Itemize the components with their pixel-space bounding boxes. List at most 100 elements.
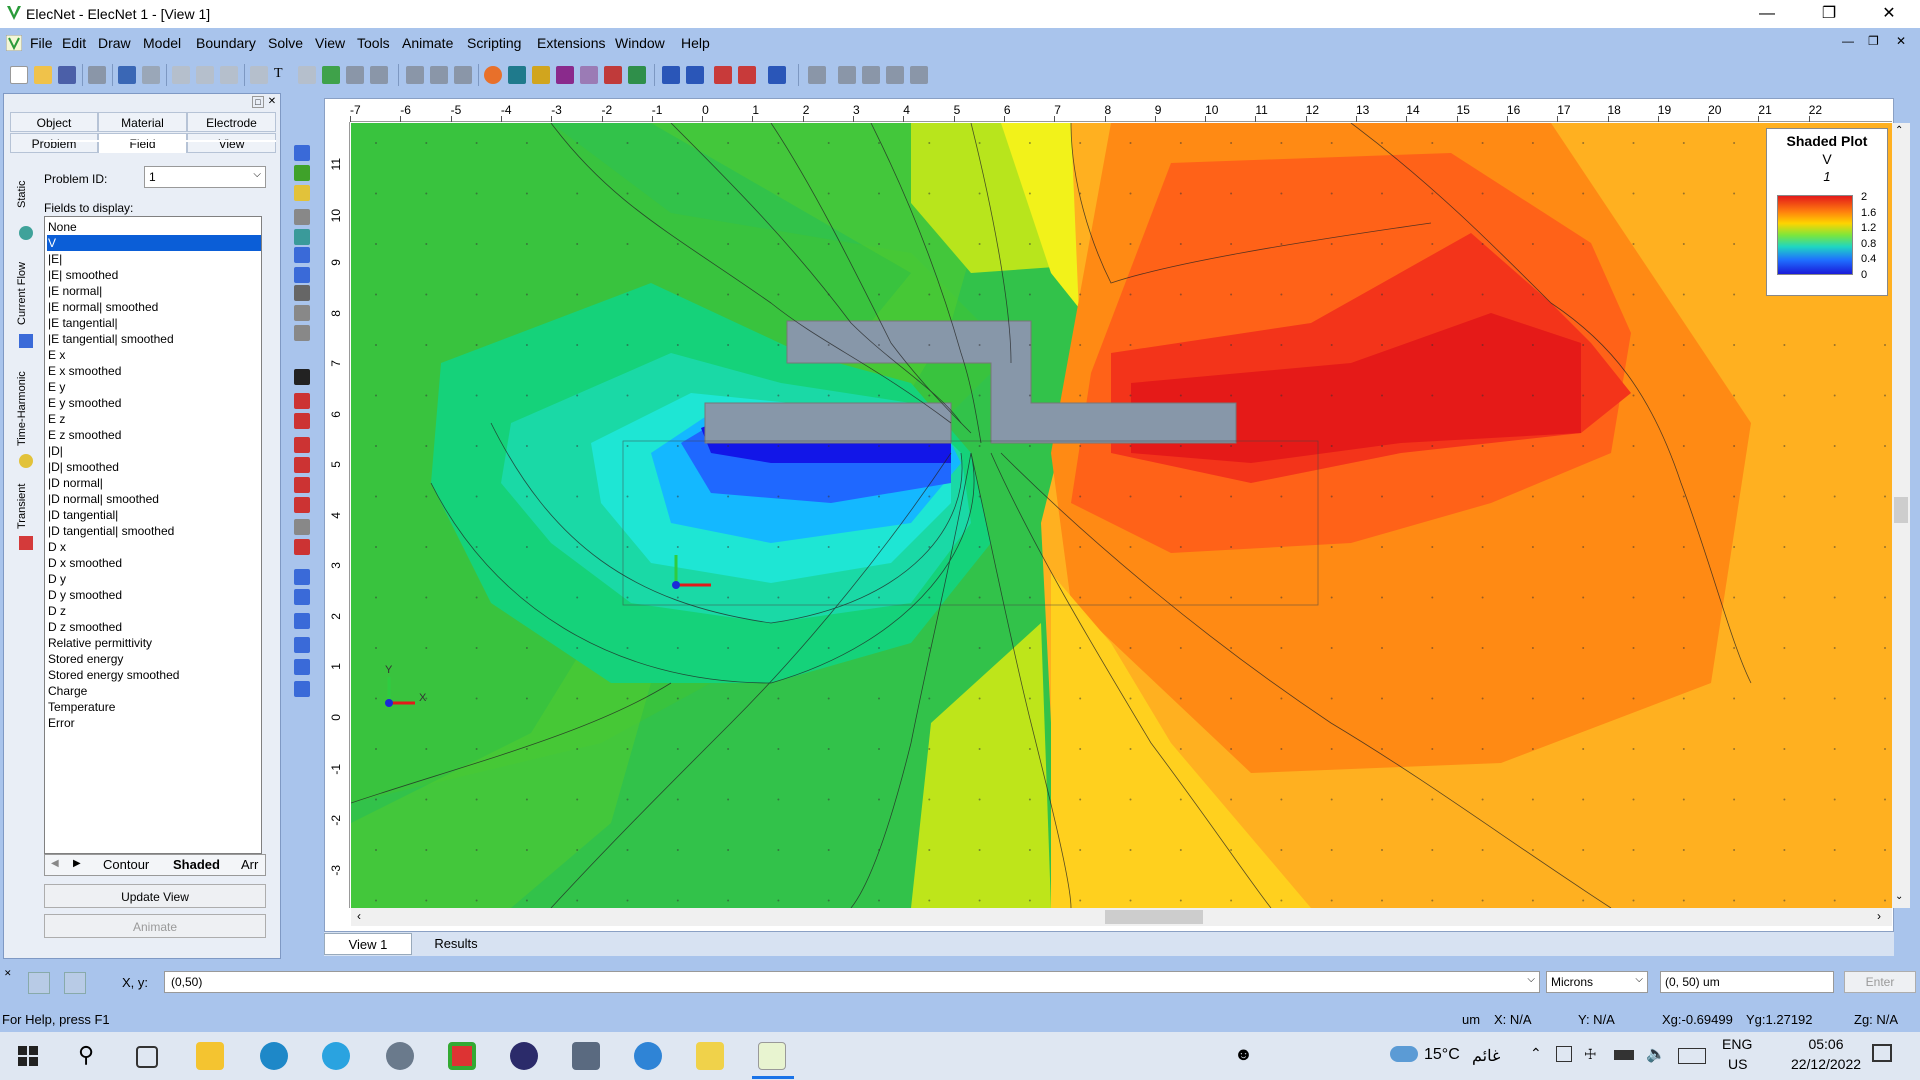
- view-tool-icon[interactable]: [294, 497, 310, 513]
- tab-view[interactable]: View: [187, 133, 276, 153]
- update-view-button[interactable]: Update View: [44, 884, 266, 908]
- solve-icon[interactable]: [808, 66, 826, 84]
- line-tool-icon[interactable]: [172, 66, 190, 84]
- minimize-button[interactable]: —: [1759, 5, 1775, 22]
- shaded-plot-canvas[interactable]: X Y: [351, 123, 1892, 908]
- text-tool-icon[interactable]: T: [274, 66, 283, 81]
- volume-icon[interactable]: 🔈: [1646, 1046, 1666, 1063]
- cmdbar-close-icon[interactable]: ✕: [4, 968, 12, 978]
- tab-transient[interactable]: Transient: [16, 483, 28, 529]
- vertical-scrollbar[interactable]: ⌃ ⌄: [1892, 123, 1910, 908]
- field-option[interactable]: E x smoothed: [48, 364, 122, 378]
- menu-boundary[interactable]: Boundary: [196, 35, 256, 51]
- lang-primary[interactable]: ENG: [1722, 1036, 1753, 1052]
- field-option[interactable]: E z smoothed: [48, 428, 122, 442]
- tab-material[interactable]: Material: [98, 112, 187, 132]
- field-option[interactable]: |D normal|: [48, 476, 103, 490]
- cube-icon[interactable]: [508, 66, 526, 84]
- snap-grid-icon[interactable]: [28, 972, 50, 994]
- field-option[interactable]: Error: [48, 716, 75, 730]
- field-option[interactable]: Temperature: [48, 700, 116, 714]
- boundary-5-icon[interactable]: [768, 66, 786, 84]
- panel-close-icon[interactable]: ✕: [267, 96, 277, 107]
- view-tool-icon[interactable]: [294, 413, 310, 429]
- cone-icon[interactable]: [556, 66, 574, 84]
- edge-icon[interactable]: [260, 1042, 288, 1070]
- tab-current-flow[interactable]: Current Flow: [16, 262, 28, 326]
- circle-tool-icon[interactable]: [220, 66, 238, 84]
- menu-tools[interactable]: Tools: [357, 35, 390, 51]
- view-tool-icon[interactable]: [294, 437, 310, 453]
- view-tool-icon[interactable]: [294, 477, 310, 493]
- solve-5-icon[interactable]: [910, 66, 928, 84]
- field-option[interactable]: Stored energy: [48, 652, 124, 666]
- field-option[interactable]: |E tangential|: [48, 316, 118, 330]
- field-option[interactable]: Relative permittivity: [48, 636, 153, 650]
- menu-draw[interactable]: Draw: [98, 35, 131, 51]
- field-option[interactable]: E y: [48, 380, 66, 394]
- save-icon[interactable]: [58, 66, 76, 84]
- cylinder-icon[interactable]: [532, 66, 550, 84]
- new-file-icon[interactable]: [10, 66, 28, 84]
- view-tool-icon[interactable]: [294, 185, 310, 201]
- snap-point-icon[interactable]: [64, 972, 86, 994]
- sweep-icon[interactable]: [370, 66, 388, 84]
- task-view-icon[interactable]: [136, 1046, 158, 1068]
- maximize-button[interactable]: ❐: [1821, 5, 1837, 22]
- construct-icon[interactable]: [346, 66, 364, 84]
- field-option[interactable]: |E normal| smoothed: [48, 300, 159, 314]
- view-tool-icon[interactable]: [294, 325, 310, 341]
- scroll-left-icon[interactable]: ‹: [357, 909, 361, 923]
- chevron-down-icon[interactable]: ⌵: [1527, 974, 1535, 985]
- boundary-2-icon[interactable]: [686, 66, 704, 84]
- lang-secondary[interactable]: US: [1728, 1056, 1748, 1072]
- torus-icon[interactable]: [580, 66, 598, 84]
- scroll-up-icon[interactable]: ⌃: [1895, 125, 1904, 136]
- field-option[interactable]: D y smoothed: [48, 588, 123, 602]
- field-option[interactable]: V: [47, 235, 261, 251]
- edit-tool-icon[interactable]: [250, 66, 268, 84]
- field-option[interactable]: Charge: [48, 684, 88, 698]
- view-tool-icon[interactable]: [294, 457, 310, 473]
- tab-results[interactable]: Results: [434, 936, 478, 951]
- mdi-minimize-button[interactable]: —: [1842, 34, 1854, 48]
- file-explorer-icon[interactable]: [196, 1042, 224, 1070]
- mdi-restore-button[interactable]: ❐: [1868, 34, 1879, 48]
- menu-file[interactable]: File: [30, 35, 53, 51]
- view-tool-icon[interactable]: [294, 589, 310, 605]
- menu-extensions[interactable]: Extensions: [537, 35, 606, 51]
- tab-electrode[interactable]: Electrode: [187, 112, 276, 132]
- view-tool-icon[interactable]: [294, 229, 310, 245]
- clock-time[interactable]: 05:06: [1808, 1036, 1844, 1052]
- view-tool-icon[interactable]: [294, 637, 310, 653]
- tab-time-harmonic[interactable]: Time-Harmonic: [16, 371, 28, 447]
- clock-date[interactable]: 22/12/2022: [1790, 1056, 1862, 1072]
- field-option[interactable]: |D normal| smoothed: [48, 492, 159, 506]
- app-icon-5[interactable]: [634, 1042, 662, 1070]
- field-option[interactable]: E z: [48, 412, 66, 426]
- scroll-left-icon[interactable]: ◀: [51, 858, 59, 869]
- tab-view-1[interactable]: View 1: [324, 933, 412, 955]
- open-folder-icon[interactable]: [34, 66, 52, 84]
- field-option[interactable]: D x: [48, 540, 66, 554]
- view-tool-icon[interactable]: [294, 145, 310, 161]
- scroll-down-icon[interactable]: ⌄: [1895, 891, 1904, 902]
- boundary-4-icon[interactable]: [738, 66, 756, 84]
- fields-list[interactable]: None V |E| |E| smoothed |E normal| |E normal|…: [44, 216, 262, 854]
- extrude-icon[interactable]: [406, 66, 424, 84]
- mdi-close-button[interactable]: ✕: [1896, 34, 1907, 48]
- mesh-icon[interactable]: [322, 66, 340, 84]
- boundary-3-icon[interactable]: [714, 66, 732, 84]
- menu-animate[interactable]: Animate: [402, 35, 454, 51]
- select-tool-icon[interactable]: [298, 66, 316, 84]
- menu-scripting[interactable]: Scripting: [467, 35, 522, 51]
- field-option[interactable]: |D tangential| smoothed: [48, 524, 175, 538]
- field-option[interactable]: |D| smoothed: [48, 460, 119, 474]
- view-tool-icon[interactable]: [294, 209, 310, 225]
- menu-model[interactable]: Model: [143, 35, 182, 51]
- meet-icon[interactable]: [1556, 1046, 1572, 1062]
- field-option[interactable]: D z smoothed: [48, 620, 123, 634]
- people-icon[interactable]: ☻: [1234, 1044, 1253, 1064]
- scroll-right-icon[interactable]: ▶: [73, 858, 81, 869]
- battery-icon[interactable]: [1614, 1050, 1634, 1060]
